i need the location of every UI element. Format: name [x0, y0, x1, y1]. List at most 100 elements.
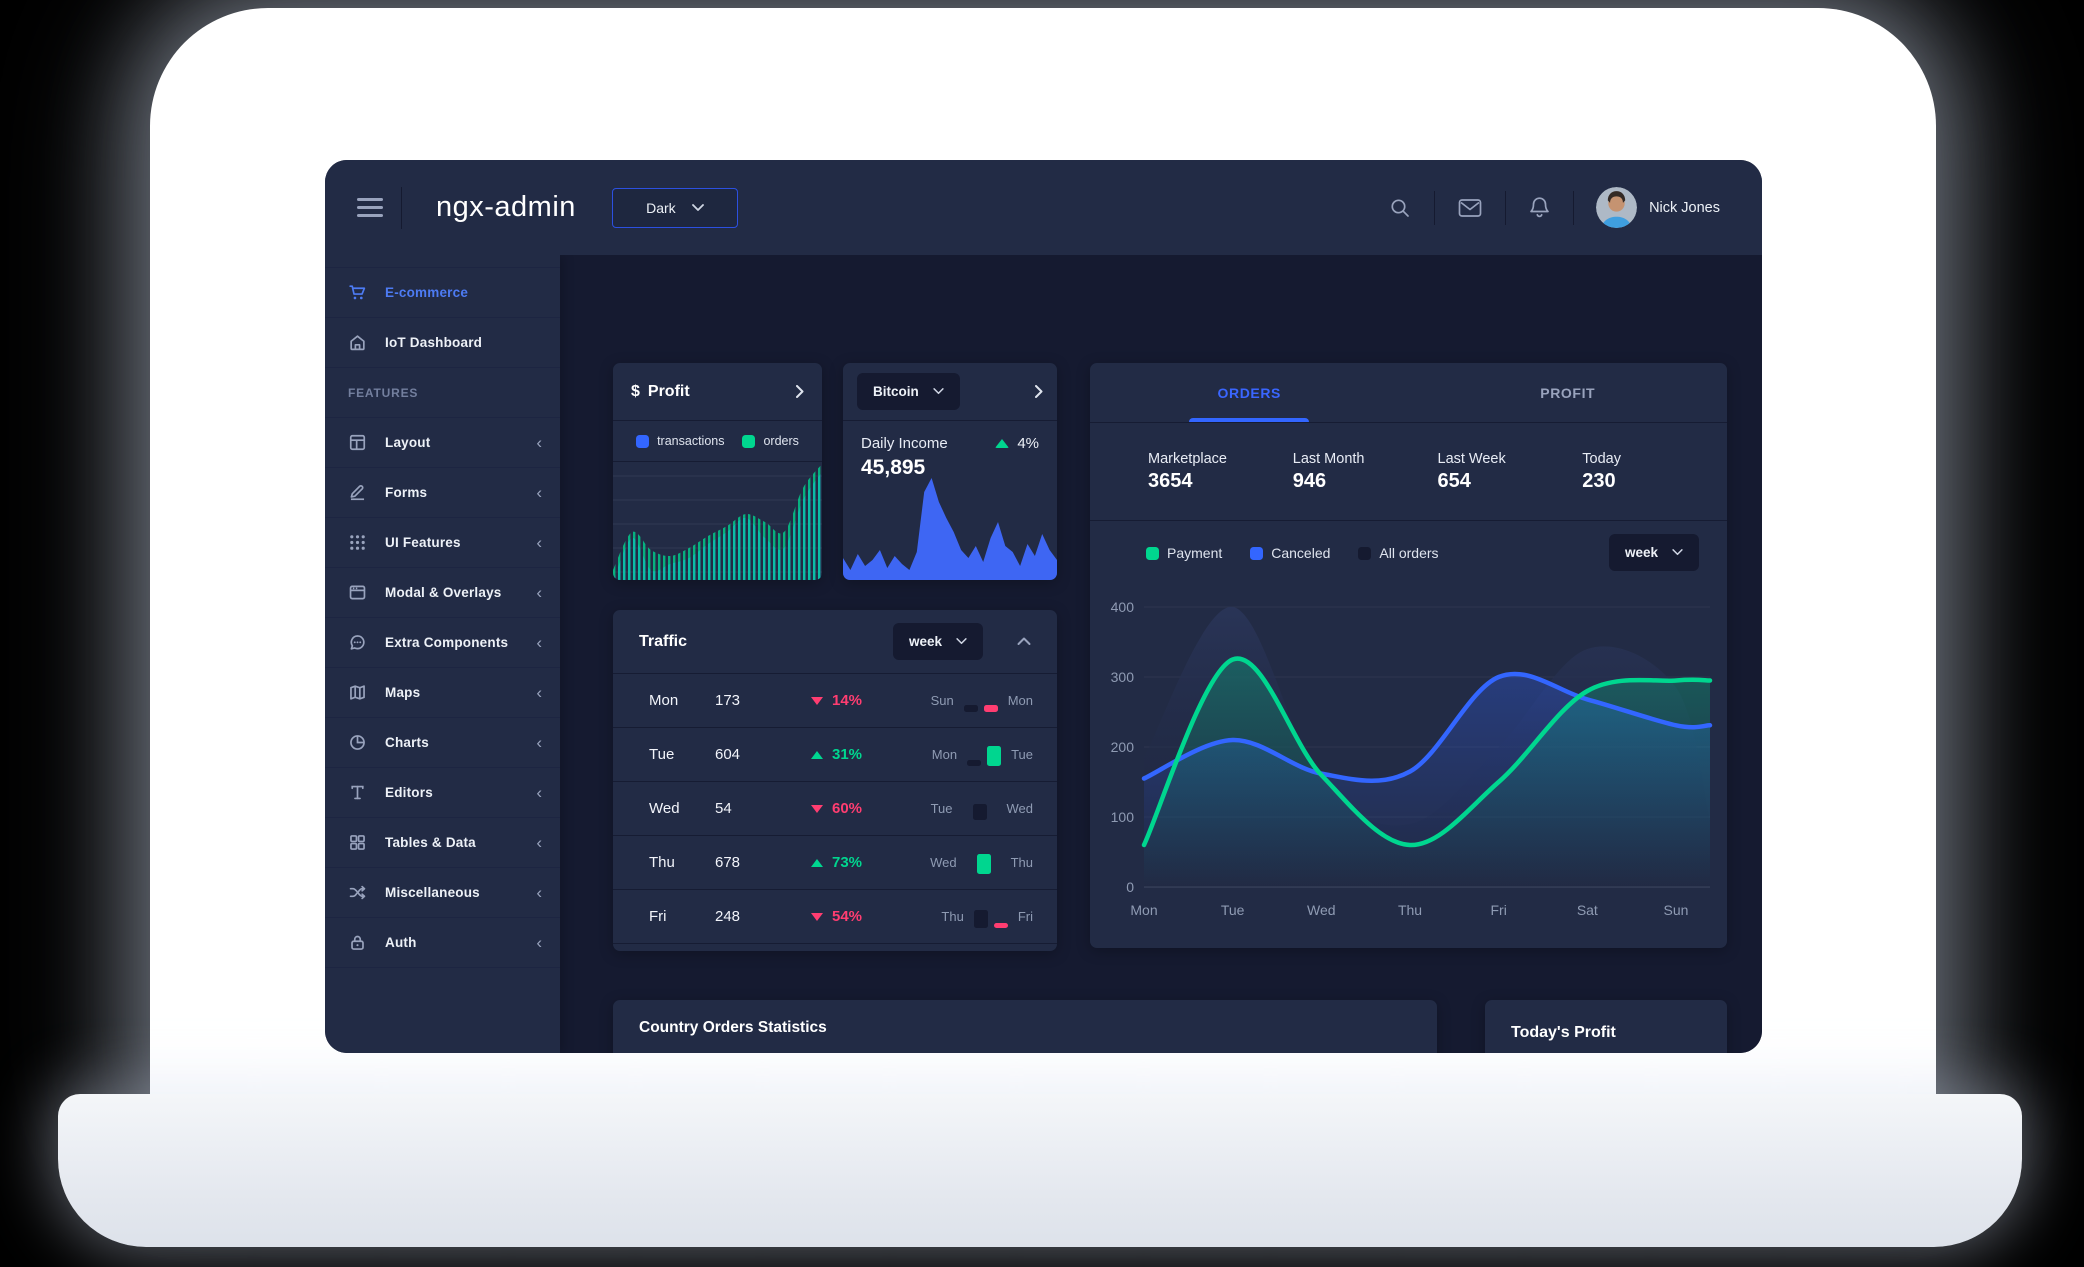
legend-item-canceled[interactable]: Canceled: [1250, 545, 1330, 561]
chevron-down-icon: [1672, 549, 1683, 556]
traffic-row-thu[interactable]: Thu 678 73% Wed Thu: [613, 835, 1057, 889]
svg-text:Sun: Sun: [1664, 902, 1689, 918]
sidebar-item-label: E-commerce: [385, 285, 469, 300]
tab-orders[interactable]: ORDERS: [1090, 363, 1409, 422]
compare-bars: [963, 690, 998, 712]
trend-down-icon: [811, 912, 823, 921]
profit-area-chart: [613, 464, 822, 580]
shopping-cart-icon: [348, 283, 368, 303]
chevron-down-icon: [933, 388, 944, 395]
prev-bar: [973, 909, 988, 928]
message-circle-icon: [348, 633, 368, 653]
sidebar-item-tables-data[interactable]: Tables & Data ‹: [325, 818, 560, 868]
sidebar-item-label: Miscellaneous: [385, 885, 480, 900]
trend-down-icon: [811, 804, 823, 813]
sidebar-item-extra-components[interactable]: Extra Components ‹: [325, 618, 560, 668]
chevron-left-icon: ‹: [536, 433, 542, 452]
chevron-down-icon: [956, 638, 967, 645]
sidebar-item-editors[interactable]: Editors ‹: [325, 768, 560, 818]
daily-income-label: Daily Income: [861, 435, 948, 452]
legend-item-payment[interactable]: Payment: [1146, 545, 1222, 561]
compare-prev-label: Mon: [931, 747, 958, 762]
orders-card: ORDERS PROFIT Marketplace 3654 Last Month 9…: [1090, 363, 1727, 948]
traffic-row-fri[interactable]: Fri 248 54% Thu Fri: [613, 889, 1057, 943]
chevron-left-icon: ‹: [536, 483, 542, 502]
orders-chart-legend: Payment Canceled All orders week: [1090, 521, 1727, 585]
traffic-period-select[interactable]: week: [892, 623, 983, 660]
traffic-delta: 73%: [832, 854, 863, 871]
traffic-row-mon[interactable]: Mon 173 14% Sun Mon: [613, 673, 1057, 727]
legend-item-all-orders[interactable]: All orders: [1358, 545, 1439, 561]
currency-select[interactable]: Bitcoin: [857, 373, 960, 410]
stat-marketplace: Marketplace 3654: [1148, 450, 1227, 492]
sidebar-item-label: Auth: [385, 935, 417, 950]
chevron-left-icon: ‹: [536, 783, 542, 802]
search-icon[interactable]: [1366, 197, 1434, 219]
traffic-row-wed[interactable]: Wed 54 60% Tue Wed: [613, 781, 1057, 835]
chevron-left-icon: ‹: [536, 733, 542, 752]
compare-bars: [967, 852, 1001, 874]
chevron-left-icon: ‹: [536, 533, 542, 552]
sidebar: E-commerce IoT Dashboard FEATURES Layout ‹ Fo…: [325, 255, 560, 1053]
sidebar-item-charts[interactable]: Charts ‹: [325, 718, 560, 768]
compare-prev-label: Sun: [930, 693, 954, 708]
profit-card-title: Profit: [647, 382, 690, 400]
traffic-row-tue[interactable]: Tue 604 31% Mon Tue: [613, 727, 1057, 781]
app-title: ngx-admin: [436, 191, 576, 223]
sidebar-item-ui-features[interactable]: UI Features ‹: [325, 518, 560, 568]
compare-prev-label: Thu: [941, 909, 964, 924]
legend-item-orders[interactable]: orders: [742, 434, 799, 448]
sidebar-item-layout[interactable]: Layout ‹: [325, 418, 560, 468]
trend-down-icon: [811, 696, 823, 705]
dashboard-screen: ngx-admin Dark: [325, 160, 1762, 1053]
email-icon[interactable]: [1435, 198, 1505, 218]
collapse-chevron-up-icon[interactable]: [1017, 637, 1031, 646]
traffic-day: Fri: [649, 908, 667, 925]
period-select[interactable]: week: [1608, 534, 1699, 571]
bitcoin-area-chart: [843, 478, 1057, 580]
traffic-day: Tue: [649, 746, 675, 763]
daily-income-delta: 4%: [1017, 435, 1039, 452]
traffic-row-partial: [613, 943, 1057, 951]
traffic-compare: Mon Tue: [921, 744, 1033, 766]
traffic-compare: Thu Fri: [921, 906, 1033, 928]
sidebar-item-maps[interactable]: Maps ‹: [325, 668, 560, 718]
chevron-right-icon[interactable]: [1035, 385, 1043, 398]
prev-bar: [972, 803, 987, 820]
bitcoin-card: Bitcoin Daily Income 4% 45,895: [843, 363, 1057, 580]
traffic-value: 54: [715, 800, 732, 817]
legend-item-transactions[interactable]: transactions: [636, 434, 724, 448]
compare-curr-label: Wed: [1006, 801, 1034, 816]
tab-profit[interactable]: PROFIT: [1540, 384, 1596, 401]
sidebar-item-forms[interactable]: Forms ‹: [325, 468, 560, 518]
trend-up-icon: [995, 439, 1010, 448]
svg-text:Mon: Mon: [1130, 902, 1157, 918]
shuffle-icon: [348, 883, 368, 903]
traffic-value: 248: [715, 908, 741, 925]
sidebar-item-label: Modal & Overlays: [385, 585, 502, 600]
sidebar-item-auth[interactable]: Auth ‹: [325, 918, 560, 968]
traffic-value: 604: [715, 746, 741, 763]
compare-bars: [973, 906, 1008, 928]
orders-stats-row: Marketplace 3654 Last Month 946 Last Week 654…: [1090, 423, 1727, 521]
user-menu[interactable]: Nick Jones: [1574, 187, 1720, 228]
prev-bar: [963, 704, 978, 712]
header-bar: ngx-admin Dark: [325, 160, 1762, 255]
sidebar-item-iot-dashboard[interactable]: IoT Dashboard: [325, 318, 560, 368]
traffic-compare: Wed Thu: [921, 852, 1033, 874]
menu-toggle-icon[interactable]: [357, 198, 383, 217]
sidebar-item-label: Maps: [385, 685, 421, 700]
grid-icon: [348, 833, 368, 853]
sidebar-item-miscellaneous[interactable]: Miscellaneous ‹: [325, 868, 560, 918]
todays-profit-value: 572,900: [1511, 1050, 1701, 1053]
sidebar-item-modal-overlays[interactable]: Modal & Overlays ‹: [325, 568, 560, 618]
svg-text:400: 400: [1111, 599, 1135, 615]
theme-select[interactable]: Dark: [611, 187, 738, 228]
sidebar-item-e-commerce[interactable]: E-commerce: [325, 267, 560, 318]
svg-text:200: 200: [1111, 739, 1135, 755]
chevron-right-icon[interactable]: [796, 385, 804, 398]
dollar-icon: $: [631, 382, 640, 400]
stat-last-month: Last Month 946: [1292, 450, 1365, 492]
browser-icon: [348, 583, 368, 603]
notifications-bell-icon[interactable]: [1506, 196, 1573, 219]
